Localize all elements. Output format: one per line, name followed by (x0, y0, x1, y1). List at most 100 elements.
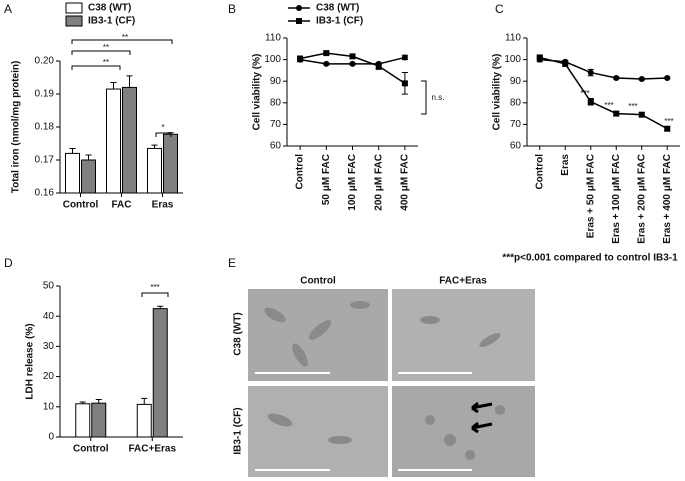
x-tick-label: Eras + 200 μM FAC (636, 154, 647, 244)
marker (664, 125, 671, 132)
y-tick-label: 110 (505, 33, 521, 44)
x-tick-label: Eras + 400 μM FAC (662, 154, 673, 244)
y-tick-label: 40 (43, 311, 55, 322)
bracket (155, 132, 172, 137)
panel-label: B (228, 2, 236, 16)
marker (297, 55, 304, 62)
x-tick-label: 200 μM FAC (373, 154, 384, 211)
marker (587, 69, 594, 76)
legend-label: C38 (WT) (316, 3, 359, 14)
bar (136, 403, 152, 438)
annotation: *** (580, 89, 589, 98)
bar (122, 86, 137, 194)
panel-label: A (4, 2, 12, 16)
micrograph (248, 386, 388, 477)
y-tick-label: 70 (510, 119, 522, 130)
line (539, 56, 668, 130)
y-tick-label: 90 (510, 76, 522, 87)
annotation: * (161, 123, 164, 132)
x-tick-label: Control (73, 444, 109, 455)
annotation: ** (103, 58, 109, 67)
y-axis-title: Cell viability (%) (252, 54, 263, 131)
bracket (421, 80, 427, 115)
y-tick-label: 60 (510, 141, 522, 152)
y-tick-label: 20 (43, 371, 55, 382)
marker (562, 60, 569, 67)
bar (91, 402, 107, 438)
x-tick-label: Eras + 50 μM FAC (585, 154, 596, 238)
bar (75, 403, 91, 438)
annotation: ** (103, 43, 109, 52)
bracket (141, 292, 169, 297)
marker (613, 110, 620, 117)
x-tick-label: 50 μM FAC (321, 154, 332, 205)
line (539, 58, 668, 80)
bar (147, 147, 162, 194)
x-tick-label: Control (63, 200, 99, 211)
x-tick-label: Control (534, 154, 545, 190)
marker (613, 74, 620, 81)
panel-label: E (228, 256, 236, 270)
bar (163, 133, 178, 194)
bracket (71, 39, 173, 44)
marker (401, 80, 408, 87)
y-tick-label: 100 (264, 54, 281, 65)
marker (638, 76, 645, 83)
column-label: Control (300, 276, 336, 287)
marker (349, 53, 356, 60)
row-label: IB3-1 (CF) (233, 407, 244, 454)
x-tick-label: Eras (152, 200, 174, 211)
bar (152, 308, 168, 438)
y-tick-label: 70 (270, 119, 282, 130)
bar (106, 88, 121, 194)
x-tick-label: 100 μM FAC (347, 154, 358, 211)
y-axis-title: Total iron (nmol/mg protein) (11, 61, 22, 194)
legend-marker (296, 18, 302, 24)
y-tick-label: 0.18 (35, 122, 55, 133)
bar (65, 152, 80, 194)
panel-label: D (4, 256, 13, 270)
legend-label: IB3-1 (CF) (316, 16, 363, 27)
x-tick-label: Eras + 100 μM FAC (611, 154, 622, 244)
y-tick-label: 80 (510, 97, 522, 108)
y-axis-title: Cell viability (%) (492, 54, 503, 131)
y-tick-label: 90 (270, 76, 282, 87)
legend-swatch (65, 15, 83, 27)
x-tick-label: 400 μM FAC (400, 154, 411, 211)
legend-marker (296, 5, 302, 11)
legend-label: IB3-1 (CF) (88, 16, 135, 27)
y-axis-title: LDH release (%) (25, 323, 36, 399)
marker (638, 111, 645, 118)
marker (587, 98, 594, 105)
cells (264, 301, 505, 460)
bracket (71, 50, 131, 55)
marker (536, 54, 543, 61)
footnote: ***p<0.001 compared to control IB3-1 (502, 253, 678, 264)
annotation: *** (628, 102, 637, 111)
marker (375, 63, 382, 70)
y-tick-label: 0.17 (35, 155, 55, 166)
micrograph-grid: E Control FAC+Eras C38 (WT) IB3-1 (CF) (228, 256, 535, 477)
x-tick-label: Control (295, 154, 306, 190)
legend-swatch (65, 2, 83, 14)
marker (664, 74, 671, 81)
y-tick-label: 50 (43, 281, 55, 292)
arrow (471, 401, 493, 414)
y-tick-label: 0.19 (35, 89, 55, 100)
x-tick-label: FAC+Eras (128, 444, 176, 455)
annotation: ** (122, 33, 128, 42)
marker (401, 54, 408, 61)
x-tick-label: Eras (560, 154, 571, 176)
bracket (71, 65, 121, 70)
row-label: C38 (WT) (233, 312, 244, 355)
y-tick-label: 10 (43, 401, 55, 412)
marker (349, 60, 356, 67)
annotation: *** (604, 101, 613, 110)
arrow (471, 421, 493, 434)
y-tick-label: 30 (43, 341, 55, 352)
annotation: *** (150, 283, 159, 292)
y-tick-label: 110 (265, 33, 281, 44)
bar (81, 159, 96, 194)
